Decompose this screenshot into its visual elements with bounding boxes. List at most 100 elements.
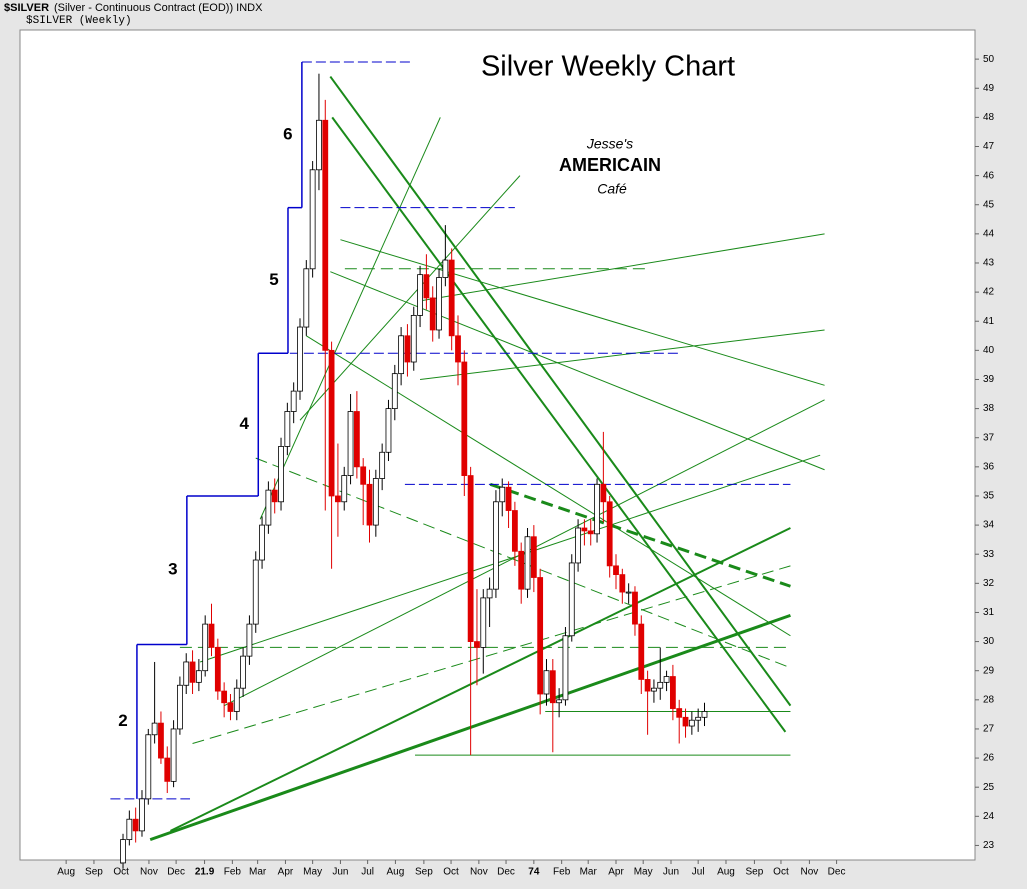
trendline [199,454,821,663]
y-tick-label: 24 [983,811,995,822]
candle-body [221,690,228,704]
x-tick-label: Sep [415,867,433,878]
x-tick-label: Oct [443,867,459,878]
candle-body [543,670,550,695]
candle-body [688,719,695,727]
trendline [330,271,825,471]
candle-body [587,530,594,535]
logo: Jesse's AMERICAIN Café [559,136,661,197]
y-tick-label: 35 [983,491,995,502]
trendline [331,116,787,733]
wave-label: 4 [240,414,250,433]
trendline [420,329,825,380]
y-tick-label: 40 [983,345,995,356]
x-tick-label: Dec [828,867,846,878]
candle-body [701,711,708,718]
x-tick-label: Sep [746,867,764,878]
x-tick-label: Apr [608,867,624,878]
candle-body [606,501,613,567]
candle-body [328,349,335,497]
candle-body [467,475,474,642]
candle-body [461,361,468,476]
candle-body [455,335,461,363]
candle-body [208,623,215,648]
candle-body [518,550,525,590]
candle-body [663,676,670,683]
candle-body [625,591,632,594]
candle-body [322,119,329,351]
candle-body [695,716,702,721]
candle-body [120,839,126,864]
y-tick-label: 43 [983,258,995,269]
y-tick-label: 36 [983,461,995,472]
y-tick-label: 48 [983,112,995,123]
candle-body [657,681,664,689]
trendline [419,233,825,302]
candle-body [132,818,139,832]
candle-body [474,641,480,648]
trendline [340,239,825,386]
candle-body [145,734,152,800]
candle-body [246,623,253,657]
wave-label: 6 [283,124,292,143]
x-tick-label: Jun [332,867,348,878]
y-tick-label: 33 [983,549,995,560]
wave-label: 5 [269,270,278,289]
y-tick-label: 41 [983,316,995,327]
logo-text: Café [597,181,627,197]
candle-body [139,798,145,832]
y-tick-label: 31 [983,607,995,618]
candle-body [297,326,303,392]
description: (Silver - Continuous Contract (EOD)) IND… [54,2,263,14]
candle-body [682,716,689,727]
candle-body [360,466,367,485]
candle-body [537,577,544,695]
x-tick-label: Aug [387,867,405,878]
y-tick-label: 45 [983,199,995,210]
candle-body [278,446,284,503]
candle-body [669,676,676,709]
y-tick-label: 29 [983,665,995,676]
candle-body [581,527,588,532]
x-tick-label: Aug [57,867,75,878]
x-tick-label: Feb [553,867,571,878]
candle-body [290,390,297,412]
candle-body [568,562,575,637]
candle-body [562,635,569,701]
candle-body [309,169,316,270]
wave-label: 2 [118,711,127,730]
candle-body [480,597,487,648]
y-tick-label: 23 [983,840,995,851]
trendline [329,76,792,707]
candle-body [189,661,196,683]
y-tick-label: 34 [983,520,995,531]
x-tick-label: Sep [85,867,103,878]
x-tick-label: Aug [717,867,735,878]
logo-text: Jesse's [586,136,633,152]
candle-body [549,670,556,704]
candle-body [638,623,645,680]
candle-body [265,489,272,526]
candle-body [423,274,430,299]
candle-body [486,588,493,599]
y-tick-label: 50 [983,54,995,65]
candle-body [353,411,360,468]
candle-body [372,478,379,526]
x-tick-label: 74 [528,867,540,878]
candle-body [575,527,581,564]
y-tick-label: 42 [983,287,995,298]
chart-title: Silver Weekly Chart [481,51,735,83]
x-tick-label: Mar [580,867,598,878]
x-tick-label: Apr [278,867,294,878]
y-tick-label: 37 [983,432,995,443]
candle-body [619,574,626,593]
y-tick-label: 47 [983,141,995,152]
candle-body [600,483,607,503]
candle-body [170,728,177,782]
trendline [192,565,791,744]
y-tick-label: 46 [983,170,995,181]
y-tick-label: 28 [983,694,995,705]
trendline [169,527,791,832]
logo-text: AMERICAIN [559,155,661,175]
